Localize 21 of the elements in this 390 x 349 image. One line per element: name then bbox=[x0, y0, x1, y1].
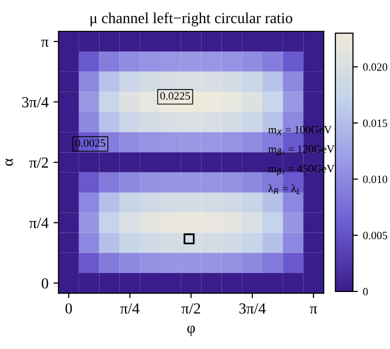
y-tick-label: 0 bbox=[42, 278, 48, 289]
x-tick-label: 0 bbox=[65, 303, 72, 314]
y-tick-label: π/2 bbox=[29, 157, 48, 168]
y-axis-title: α bbox=[6, 158, 13, 166]
x-axis-title: φ bbox=[187, 326, 195, 336]
x-tick-label: π bbox=[310, 306, 318, 314]
annotation: 0.0025 bbox=[75, 139, 106, 147]
color-bar-label: 0.010 bbox=[363, 176, 388, 184]
chart-title: μ channel left−right circular ratio bbox=[90, 12, 292, 26]
x-tick-label: π/2 bbox=[182, 303, 200, 314]
color-bar-label: 0.020 bbox=[363, 63, 388, 71]
color-bar-label: 0.005 bbox=[363, 232, 388, 240]
y-tick-label: 3π/4 bbox=[22, 97, 49, 108]
annotation: λ$_{R}$ = λ$_{L}$ bbox=[268, 184, 300, 194]
x-tick-label: π/4 bbox=[120, 303, 140, 314]
y-tick-label: π/4 bbox=[29, 218, 49, 228]
color-bar-label: 0.015 bbox=[363, 119, 388, 127]
y-tick-label: π bbox=[41, 40, 49, 47]
color-bar-label: 0 bbox=[363, 288, 368, 296]
x-tick-label: 3π/4 bbox=[239, 303, 266, 314]
annotation: 0.0225 bbox=[160, 92, 190, 100]
